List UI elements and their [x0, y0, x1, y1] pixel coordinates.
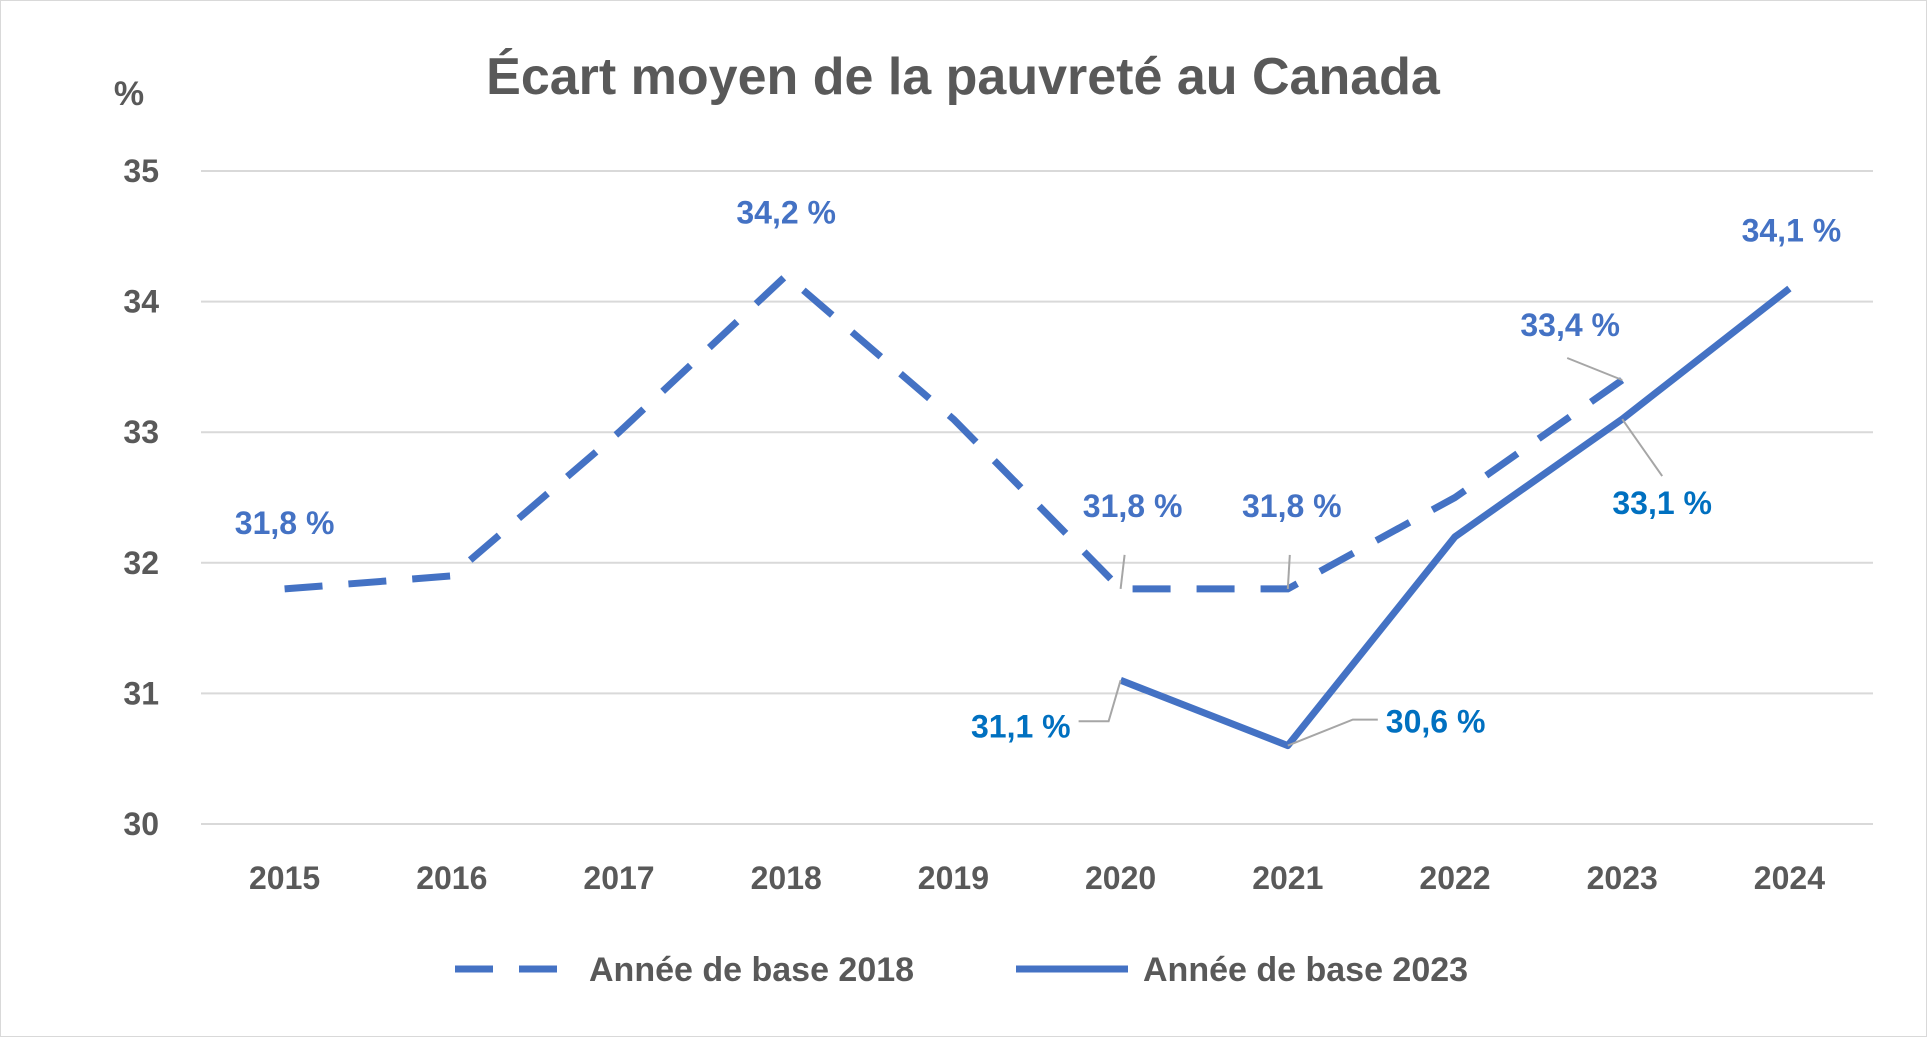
gridlines: [201, 170, 1873, 825]
label-leader-line: [1078, 680, 1122, 723]
x-tick-label: 2023: [1587, 860, 1658, 896]
x-axis-ticks: 2015 2016 2017 2018 2019 2020 2021 2022 2023 2024: [249, 860, 1825, 896]
legend: Année de base 2018 Année de base 2023: [455, 951, 1468, 989]
data-label: 31,8 %: [1242, 488, 1342, 524]
label-leader-lines: [1078, 357, 1664, 747]
series-lines: [284, 272, 1792, 750]
label-leader-line: [1287, 718, 1378, 747]
y-axis-unit-label: %: [114, 75, 144, 113]
x-tick-label: 2015: [249, 860, 320, 896]
x-tick-label: 2018: [751, 860, 822, 896]
data-labels: 31,8 % 34,2 % 31,8 % 31,8 % 33,4 % 31,1 % 30,6…: [235, 194, 1841, 744]
x-tick-label: 2016: [416, 860, 487, 896]
chart-title: Écart moyen de la pauvreté au Canada: [486, 48, 1441, 106]
label-leader-line: [1119, 554, 1126, 590]
data-label: 34,2 %: [736, 194, 836, 230]
data-label: 34,1 %: [1742, 213, 1842, 249]
data-label: 33,1 %: [1612, 485, 1712, 521]
y-axis-ticks: 30 31 32 33 34 35: [123, 153, 159, 842]
x-tick-label: 2019: [918, 860, 989, 896]
x-tick-label: 2024: [1754, 860, 1825, 896]
label-leader-line: [1566, 357, 1623, 381]
y-tick-label: 31: [123, 675, 159, 711]
data-label: 30,6 %: [1386, 704, 1486, 740]
y-tick-label: 30: [123, 806, 159, 842]
data-label: 31,1 %: [971, 708, 1071, 744]
y-tick-label: 35: [123, 153, 159, 189]
x-tick-label: 2020: [1085, 860, 1156, 896]
data-label: 33,4 %: [1520, 307, 1620, 343]
x-tick-label: 2022: [1419, 860, 1490, 896]
x-tick-label: 2021: [1252, 860, 1323, 896]
y-tick-label: 32: [123, 545, 159, 581]
data-label: 31,8 %: [1083, 488, 1183, 524]
y-tick-label: 34: [123, 284, 159, 320]
x-tick-label: 2017: [583, 860, 654, 896]
data-label: 31,8 %: [235, 505, 335, 541]
legend-label-2: Année de base 2023: [1143, 951, 1468, 989]
legend-label-1: Année de base 2018: [589, 951, 914, 989]
y-tick-label: 33: [123, 414, 159, 450]
label-leader-line: [1286, 554, 1291, 589]
label-leader-line: [1621, 418, 1664, 477]
